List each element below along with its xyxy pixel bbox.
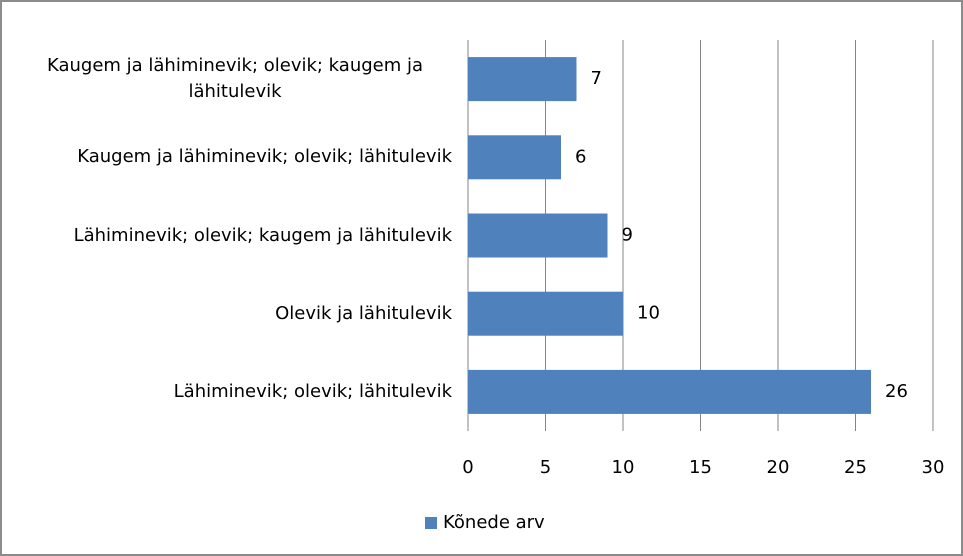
x-tick-label: 5	[540, 457, 551, 478]
y-tick-label: Lähiminevik; olevik; kaugem ja lähitulev…	[73, 224, 452, 246]
x-tick-label: 0	[462, 457, 473, 478]
y-tick-label-box: Lähiminevik; olevik; lähitulevik	[18, 357, 452, 427]
data-label: 6	[575, 146, 586, 167]
x-tick-label: 30	[922, 457, 945, 478]
legend-swatch	[425, 517, 437, 529]
bar	[468, 135, 561, 180]
data-label: 9	[622, 225, 633, 246]
y-tick-label-box: Kaugem ja lähiminevik; olevik; kaugem ja…	[18, 44, 452, 114]
y-tick-label-box: Lähiminevik; olevik; kaugem ja lähitulev…	[18, 201, 452, 271]
bar	[468, 213, 608, 258]
x-tick-label: 25	[844, 457, 867, 478]
x-tick-label: 20	[767, 457, 790, 478]
y-tick-label: Lähiminevik; olevik; lähitulevik	[173, 380, 452, 402]
data-label: 10	[637, 303, 660, 324]
y-tick-label: Kaugem ja lähiminevik; olevik; kaugem ja…	[46, 55, 424, 103]
y-tick-label: Kaugem ja lähiminevik; olevik; lähitulev…	[77, 146, 452, 168]
legend-label: Kõnede arv	[443, 512, 545, 533]
x-tick-label: 15	[689, 457, 712, 478]
y-tick-label-box: Olevik ja lähitulevik	[18, 279, 452, 349]
bar	[468, 57, 577, 102]
data-label: 7	[591, 68, 602, 89]
data-label: 26	[885, 381, 908, 402]
y-tick-label-box: Kaugem ja lähiminevik; olevik; lähitulev…	[18, 122, 452, 192]
bar	[468, 291, 623, 336]
x-tick-label: 10	[612, 457, 635, 478]
bar	[468, 369, 871, 414]
y-tick-label: Olevik ja lähitulevik	[275, 302, 452, 324]
